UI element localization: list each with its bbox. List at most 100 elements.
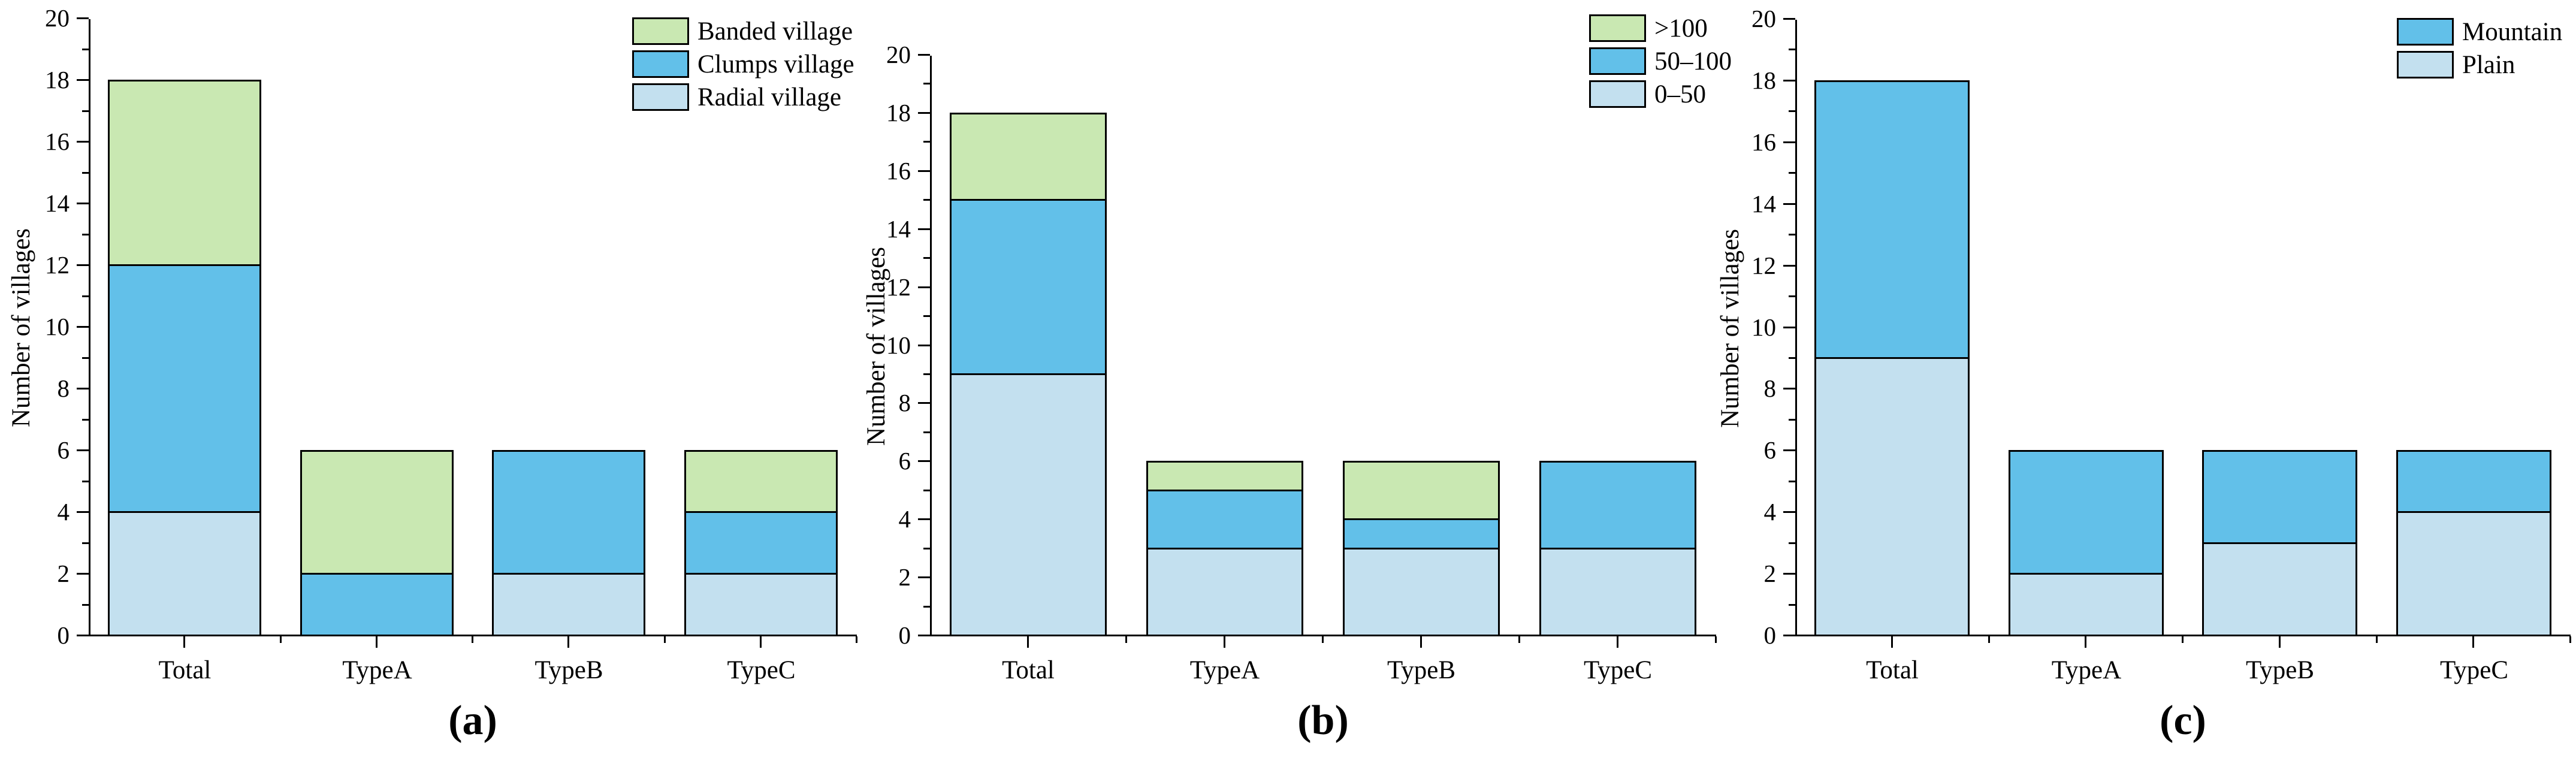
y-minor-tick (1789, 172, 1795, 174)
bar-outline-typea (1146, 461, 1303, 636)
y-major-tick (1783, 635, 1795, 636)
bar-segment-divider (950, 199, 1107, 201)
bar-segment-clumps-village-total (108, 265, 261, 512)
bar-segment-clumps-village-typec (684, 512, 838, 573)
legend-item: Radial village (632, 83, 841, 111)
bar-segment-plain-total (1814, 358, 1970, 635)
y-minor-tick (923, 83, 930, 84)
legend-item: Clumps village (632, 50, 854, 78)
legend-item: 0–50 (1589, 80, 1706, 108)
y-minor-tick (82, 234, 89, 235)
legend-item: Banded village (632, 17, 853, 46)
bar-segment-plain-typeb (2202, 543, 2357, 635)
bar-segment-clumps-village-typeb (492, 450, 645, 573)
y-axis-line (89, 19, 90, 636)
y-minor-tick (1789, 295, 1795, 297)
x-tick-label-typeb: TypeB (2245, 656, 2315, 684)
y-minor-tick (82, 419, 89, 421)
legend-swatch-100 (1589, 14, 1646, 42)
y-tick-label: 20 (886, 41, 911, 68)
x-tick-label-typeb: TypeB (1387, 656, 1456, 684)
bar-segment-100-typea (1146, 461, 1303, 490)
y-minor-tick (1789, 604, 1795, 606)
y-major-tick (1783, 203, 1795, 205)
y-tick-label: 2 (1763, 560, 1777, 587)
x-major-tick (760, 636, 762, 648)
y-tick-label: 4 (1763, 498, 1777, 526)
legend-label: Clumps village (697, 50, 854, 78)
x-minor-tick (664, 636, 666, 643)
y-minor-tick (82, 481, 89, 482)
bar-segment-mountain-total (1814, 80, 1970, 358)
x-minor-tick (2376, 636, 2378, 643)
x-minor-tick (1125, 636, 1127, 643)
legend-swatch-0-50 (1589, 80, 1646, 108)
panel-caption: (b) (1297, 697, 1349, 744)
legend-label: 0–50 (1654, 80, 1706, 108)
bar-segment-mountain-typea (2009, 450, 2164, 573)
bar-segment-plain-typea (2009, 573, 2164, 635)
y-tick-label: 16 (45, 128, 70, 155)
y-minor-tick (923, 431, 930, 433)
y-tick-label: 14 (886, 215, 911, 243)
legend-swatch-50-100 (1589, 47, 1646, 75)
y-tick-label: 16 (886, 157, 911, 185)
y-tick-label: 18 (45, 66, 70, 93)
x-tick-label-typec: TypeC (1583, 656, 1653, 684)
y-tick-label: 6 (57, 436, 70, 464)
y-major-tick (77, 573, 89, 575)
y-major-tick (77, 326, 89, 328)
bar-segment-banded-village-typec (684, 450, 838, 512)
bar-segment-clumps-village-typea (300, 573, 454, 635)
bar-outline-typec (1539, 461, 1696, 636)
bar-segment-mountain-typeb (2202, 450, 2357, 542)
x-minor-tick (1518, 636, 1520, 643)
y-minor-tick (923, 490, 930, 491)
y-tick-label: 4 (57, 498, 70, 526)
legend-swatch-plain (2397, 51, 2454, 78)
y-tick-label: 2 (57, 560, 70, 587)
bar-segment-divider (950, 373, 1107, 375)
y-major-tick (1783, 388, 1795, 389)
x-minor-tick (2569, 636, 2571, 643)
plot-area: 0 2 4 6 8 10 12 14 16 18 20 Total TypeA TypeB TypeC >10… (859, 0, 1732, 761)
bar-segment-banded-village-typea (300, 450, 454, 573)
y-major-tick (77, 264, 89, 266)
x-minor-tick (280, 636, 282, 643)
y-tick-label: 12 (45, 251, 70, 279)
y-tick-label: 0 (898, 621, 911, 649)
x-minor-tick (2182, 636, 2184, 643)
chart-panel-a: Number of villages 0 2 4 6 8 10 12 14 16 18 20 Tota… (0, 0, 859, 761)
y-tick-label: 12 (1751, 252, 1776, 279)
bar-segment-divider (1146, 548, 1303, 549)
y-major-tick (1783, 265, 1795, 267)
y-tick-label: 10 (886, 331, 911, 359)
bar-outline-typec (684, 450, 838, 636)
bar-segment-divider (1343, 548, 1500, 549)
y-major-tick (918, 576, 930, 578)
x-tick-label-total: Total (1002, 656, 1055, 684)
y-minor-tick (1789, 481, 1795, 482)
bar-outline-typeb (1343, 461, 1500, 636)
bar-segment-divider (1814, 357, 1970, 359)
y-major-tick (918, 228, 930, 230)
x-tick-label-typea: TypeA (2051, 656, 2122, 684)
y-minor-tick (82, 357, 89, 359)
bar-segment-50-100-typec (1539, 461, 1696, 548)
chart-panel-c: Number of villages 0 2 4 6 8 10 12 14 16 18 20 Tota… (1716, 0, 2576, 761)
legend-item: Mountain (2397, 18, 2562, 46)
y-major-tick (918, 402, 930, 404)
legend-label: Mountain (2462, 17, 2563, 46)
x-major-tick (2085, 636, 2086, 648)
y-major-tick (1783, 327, 1795, 328)
y-minor-tick (1789, 542, 1795, 544)
y-major-tick (918, 54, 930, 56)
bar-segment-divider (300, 573, 454, 575)
x-major-tick (1224, 636, 1225, 648)
bar-segment-50-100-typeb (1343, 519, 1500, 548)
x-major-tick (567, 636, 569, 648)
y-tick-label: 14 (45, 189, 70, 217)
legend-label: Radial village (697, 83, 842, 111)
y-tick-label: 8 (57, 375, 70, 402)
y-tick-label: 10 (45, 313, 70, 340)
